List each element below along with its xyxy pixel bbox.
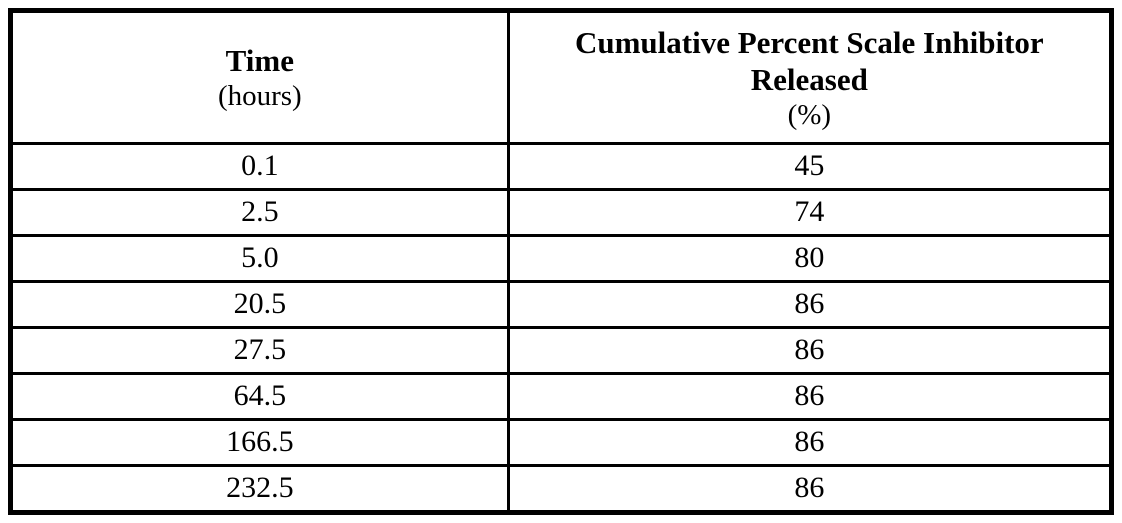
percent-cell: 86 bbox=[506, 279, 1114, 329]
time-cell: 27.5 bbox=[9, 325, 510, 375]
time-cell: 0.1 bbox=[9, 142, 510, 191]
table-header: Time (hours) Cumulative Percent Scale In… bbox=[9, 9, 1114, 145]
percent-column-title: Cumulative Percent Scale Inhibitor Relea… bbox=[574, 24, 1044, 97]
table-body: 0.1 45 2.5 74 5.0 80 20.5 86 27.5 86 64.5 86 166.5 86… bbox=[9, 142, 1114, 515]
table-row: 64.5 86 bbox=[9, 371, 1114, 421]
percent-cell: 86 bbox=[506, 463, 1114, 515]
percent-cell: 80 bbox=[506, 233, 1114, 283]
time-column-unit: (hours) bbox=[217, 80, 302, 112]
header-row: Time (hours) Cumulative Percent Scale In… bbox=[9, 9, 1114, 145]
table-row: 5.0 80 bbox=[9, 233, 1114, 283]
time-cell: 20.5 bbox=[9, 279, 510, 329]
time-cell: 232.5 bbox=[9, 463, 510, 515]
percent-cell: 45 bbox=[506, 142, 1114, 191]
time-column-title: Time bbox=[225, 43, 294, 78]
time-cell: 5.0 bbox=[9, 233, 510, 283]
time-column-header: Time (hours) bbox=[9, 9, 510, 145]
percent-column-unit: (%) bbox=[787, 98, 832, 131]
percent-column-header: Cumulative Percent Scale Inhibitor Relea… bbox=[506, 9, 1114, 145]
table-row: 20.5 86 bbox=[9, 279, 1114, 329]
scale-inhibitor-release-table: Time (hours) Cumulative Percent Scale In… bbox=[8, 8, 1114, 515]
percent-cell: 86 bbox=[506, 371, 1114, 421]
table-row: 166.5 86 bbox=[9, 417, 1114, 467]
table-row: 27.5 86 bbox=[9, 325, 1114, 375]
table-row: 232.5 86 bbox=[9, 463, 1114, 515]
percent-cell: 86 bbox=[506, 325, 1114, 375]
time-cell: 64.5 bbox=[9, 371, 510, 421]
time-cell: 2.5 bbox=[9, 187, 510, 237]
table-row: 2.5 74 bbox=[9, 187, 1114, 237]
percent-cell: 86 bbox=[506, 417, 1114, 467]
percent-cell: 74 bbox=[506, 187, 1114, 237]
time-cell: 166.5 bbox=[9, 417, 510, 467]
table-row: 0.1 45 bbox=[9, 142, 1114, 191]
